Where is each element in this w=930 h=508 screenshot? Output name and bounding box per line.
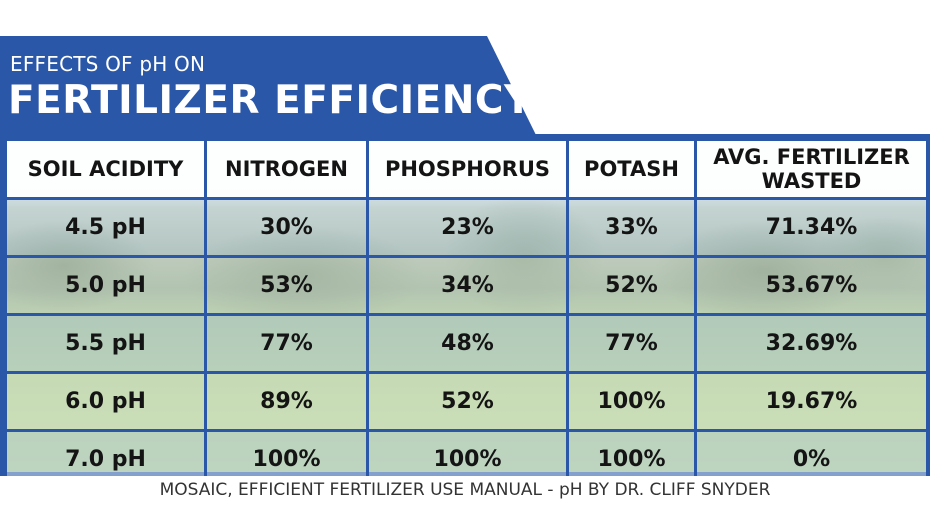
cell-fertilizer-wasted: 19.67% [694,371,929,432]
cell-soil-acidity: 6.0 pH [4,371,207,432]
cell-fertilizer-wasted: 0% [694,429,929,476]
ph-efficiency-table: SOIL ACIDITY NITROGEN PHOSPHORUS POTASH … [4,138,929,476]
column-header-soil-acidity: SOIL ACIDITY [4,138,207,200]
cell-soil-acidity: 5.5 pH [4,313,207,374]
cell-phosphorus: 52% [366,371,569,432]
cell-fertilizer-wasted: 53.67% [694,255,929,316]
cell-phosphorus: 34% [366,255,569,316]
cell-potash: 33% [566,197,697,258]
table-row: 6.0 pH 89% 52% 100% 19.67% [4,371,929,432]
cell-nitrogen: 53% [204,255,369,316]
cell-phosphorus: 100% [366,429,569,476]
cell-soil-acidity: 5.0 pH [4,255,207,316]
cell-nitrogen: 77% [204,313,369,374]
column-header-potash: POTASH [566,138,697,200]
cell-soil-acidity: 7.0 pH [4,429,207,476]
table-row: 5.0 pH 53% 34% 52% 53.67% [4,255,929,316]
column-header-fertilizer-wasted: AVG. FERTILIZER WASTED [694,138,929,200]
table-header-row: SOIL ACIDITY NITROGEN PHOSPHORUS POTASH … [4,138,929,200]
cell-soil-acidity: 4.5 pH [4,197,207,258]
banner-title: FERTILIZER EFFICIENCY [8,78,533,123]
cell-nitrogen: 100% [204,429,369,476]
column-header-phosphorus: PHOSPHORUS [366,138,569,200]
cell-phosphorus: 23% [366,197,569,258]
cell-nitrogen: 30% [204,197,369,258]
cell-phosphorus: 48% [366,313,569,374]
cell-fertilizer-wasted: 32.69% [694,313,929,374]
table-row: 4.5 pH 30% 23% 33% 71.34% [4,197,929,258]
table-container: SOIL ACIDITY NITROGEN PHOSPHORUS POTASH … [0,134,930,476]
column-header-nitrogen: NITROGEN [204,138,369,200]
table-row: 5.5 pH 77% 48% 77% 32.69% [4,313,929,374]
cell-potash: 100% [566,429,697,476]
cell-nitrogen: 89% [204,371,369,432]
table-row: 7.0 pH 100% 100% 100% 0% [4,429,929,476]
cell-potash: 52% [566,255,697,316]
title-banner [0,36,536,135]
source-citation: MOSAIC, EFFICIENT FERTILIZER USE MANUAL … [159,480,771,500]
banner-subtitle: EFFECTS OF pH ON [10,52,206,76]
cell-potash: 77% [566,313,697,374]
cell-fertilizer-wasted: 71.34% [694,197,929,258]
cell-potash: 100% [566,371,697,432]
